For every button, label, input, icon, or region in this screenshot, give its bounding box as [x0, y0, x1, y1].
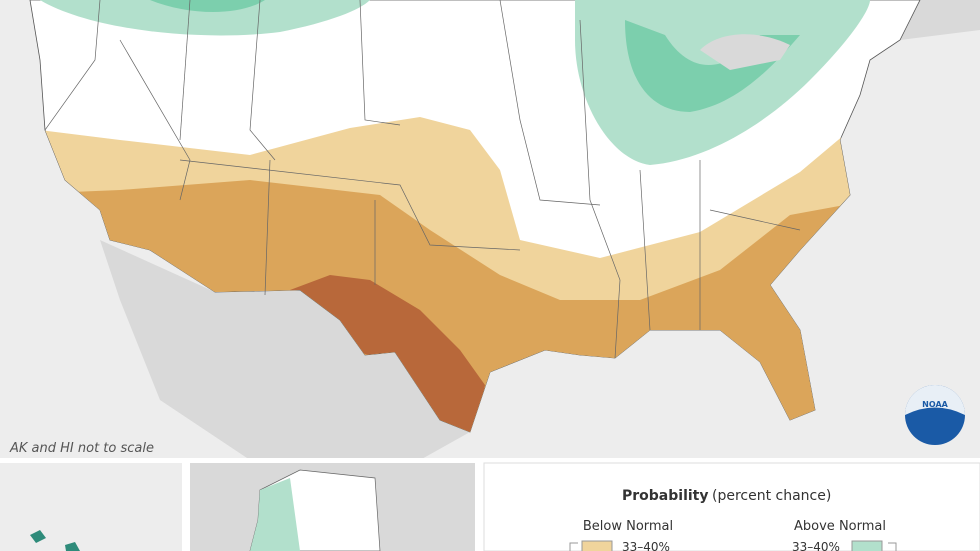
- above-item: 33–40%: [792, 540, 840, 551]
- below-swatch: [581, 540, 613, 551]
- hawaii-panel: [0, 463, 182, 551]
- legend: [483, 462, 980, 551]
- alaska-above: [250, 478, 300, 551]
- noaa-logo-wave: [905, 385, 965, 415]
- mexico: [100, 240, 470, 458]
- legend-bracket: [888, 542, 897, 551]
- great-lakes: [700, 34, 790, 70]
- legend-subtitle: (percent chance): [712, 488, 831, 504]
- above-33-40: [40, 0, 370, 36]
- above-label: Above Normal: [794, 519, 886, 534]
- above-swatch: [851, 540, 883, 551]
- legend-bracket: [569, 542, 578, 551]
- map-note: AK and HI not to scale: [9, 441, 154, 456]
- above-40-50: [150, 0, 265, 12]
- below-label: Below Normal: [583, 519, 673, 534]
- hawaii: [30, 530, 80, 551]
- below-item: 33–40%: [622, 540, 670, 551]
- legend-title: Probability: [622, 488, 709, 504]
- state-lines: [44, 0, 801, 359]
- logo-text: NOAA: [922, 400, 948, 409]
- below-40-50: [30, 180, 920, 432]
